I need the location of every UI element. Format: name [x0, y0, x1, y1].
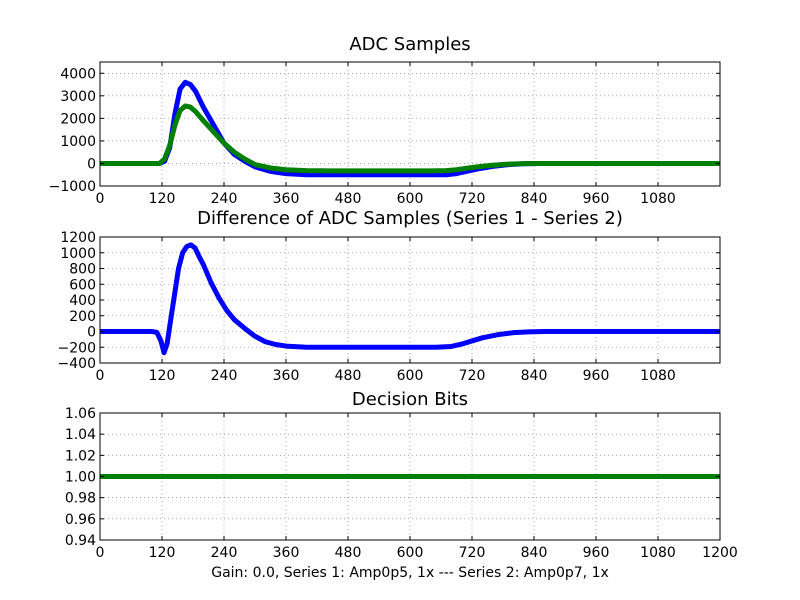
y-tick-label: 1.04 — [65, 427, 96, 443]
x-tick-label: 720 — [459, 368, 486, 384]
x-tick-label: 120 — [149, 368, 176, 384]
x-tick-label: 360 — [273, 545, 300, 561]
y-tick-label: 0.94 — [65, 533, 96, 549]
y-tick-label: −200 — [58, 340, 96, 356]
x-tick-label: 840 — [521, 545, 548, 561]
x-axis-label: Gain: 0.0, Series 1: Amp0p5, 1x --- Seri… — [211, 565, 609, 581]
y-tick-label: 200 — [69, 309, 96, 325]
x-tick-label: 1200 — [702, 545, 738, 561]
x-tick-label: 960 — [583, 545, 610, 561]
x-tick-label: 240 — [211, 368, 238, 384]
series-line-2 — [100, 103, 720, 174]
x-tick-label: 1080 — [640, 545, 676, 561]
x-tick-label: 840 — [521, 368, 548, 384]
x-tick-label: 360 — [273, 191, 300, 207]
x-tick-label: 480 — [335, 368, 362, 384]
y-tick-label: 1200 — [60, 230, 96, 246]
chart-title: Decision Bits — [352, 389, 468, 410]
x-tick-label: 1080 — [640, 368, 676, 384]
y-tick-label: 3000 — [60, 89, 96, 105]
x-tick-label: 240 — [211, 545, 238, 561]
plot-frame — [99, 61, 721, 187]
x-tick-label: 120 — [149, 545, 176, 561]
series-line-1 — [100, 242, 720, 356]
x-tick-label: 720 — [459, 191, 486, 207]
series-line-1 — [100, 79, 720, 178]
x-tick-label: 360 — [273, 368, 300, 384]
x-tick-label: 720 — [459, 545, 486, 561]
y-tick-label: 1.00 — [65, 470, 96, 486]
x-tick-label: 840 — [521, 191, 548, 207]
y-tick-label: 400 — [69, 293, 96, 309]
x-tick-label: 600 — [397, 191, 424, 207]
x-tick-label: 0 — [96, 191, 105, 207]
x-tick-label: 600 — [397, 368, 424, 384]
y-tick-label: 0.98 — [65, 491, 96, 507]
chart-panel-3: 0 120 240 360 480 600 720 840 960 1080 1200 0.94 0.9… — [65, 389, 738, 581]
y-tick-label: 0 — [87, 325, 96, 341]
x-tick-label: 1080 — [640, 191, 676, 207]
x-tick-label: 120 — [149, 191, 176, 207]
y-tick-label: −400 — [58, 356, 96, 372]
chart-title: ADC Samples — [349, 34, 470, 55]
chart-title: Difference of ADC Samples (Series 1 - Se… — [197, 208, 623, 229]
y-tick-label: 2000 — [60, 111, 96, 127]
y-tick-label: 600 — [69, 277, 96, 293]
y-tick-label: 0.96 — [65, 512, 96, 528]
x-tick-label: 0 — [96, 368, 105, 384]
chart-panel-1: 0 120 240 360 480 600 720 840 960 1080−1000010002… — [49, 34, 721, 207]
x-tick-label: 480 — [335, 545, 362, 561]
y-tick-label: 1000 — [60, 246, 96, 262]
y-tick-label: 1.02 — [65, 448, 96, 464]
chart-panel-2: 0 120 240 360 480 600 720 840 960 1080−400−200020… — [58, 208, 721, 384]
x-tick-label: 480 — [335, 191, 362, 207]
y-tick-label: −1000 — [49, 179, 96, 195]
y-tick-label: 1.06 — [65, 406, 96, 422]
x-tick-label: 240 — [211, 191, 238, 207]
y-tick-label: 4000 — [60, 66, 96, 82]
x-tick-label: 0 — [96, 545, 105, 561]
x-tick-label: 960 — [583, 368, 610, 384]
x-tick-label: 960 — [583, 191, 610, 207]
y-tick-label: 1000 — [60, 134, 96, 150]
y-tick-label: 800 — [69, 262, 96, 278]
x-tick-label: 600 — [397, 545, 424, 561]
y-tick-label: 0 — [87, 156, 96, 172]
